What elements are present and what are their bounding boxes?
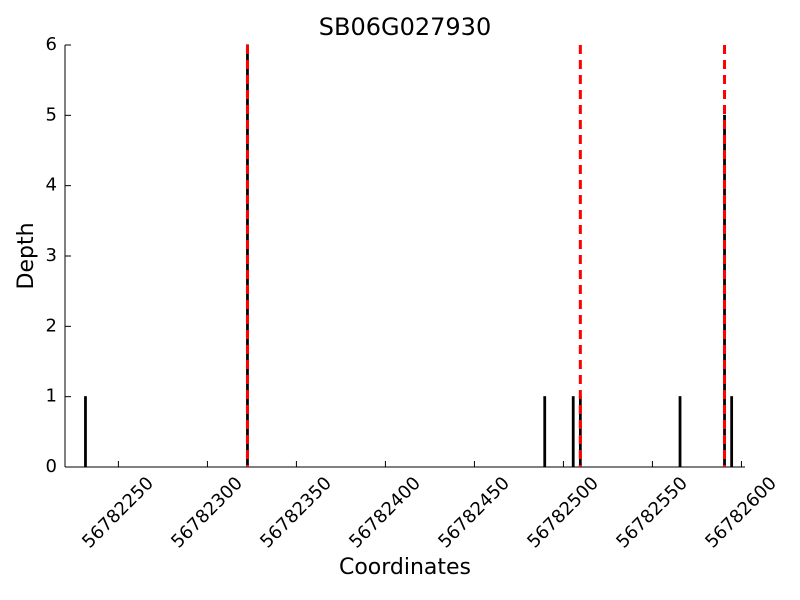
bar	[730, 396, 734, 468]
y-tick-label: 1	[46, 386, 57, 407]
y-axis-label: Depth	[14, 222, 39, 289]
bar	[678, 396, 682, 468]
y-tick-label: 0	[46, 456, 57, 477]
x-tick-label: 56782450	[434, 473, 514, 553]
x-tick-label: 56782250	[78, 473, 158, 553]
y-tick-label: 4	[46, 175, 57, 196]
bar	[571, 396, 575, 468]
x-tick-label: 56782600	[701, 473, 781, 553]
y-tick-label: 3	[46, 245, 57, 266]
x-tick-label: 56782400	[345, 473, 425, 553]
chart-title: SB06G027930	[319, 13, 491, 41]
y-tick-label: 2	[46, 315, 57, 336]
x-tick-label: 56782550	[612, 473, 692, 553]
bar	[543, 396, 547, 468]
y-tick-label: 5	[46, 104, 57, 125]
x-tick-label: 56782300	[167, 473, 247, 553]
bar	[84, 396, 87, 468]
x-axis-label: Coordinates	[339, 555, 471, 580]
y-tick-label: 6	[46, 34, 57, 55]
x-tick-label: 56782500	[523, 473, 603, 553]
x-tick-label: 56782350	[256, 473, 336, 553]
